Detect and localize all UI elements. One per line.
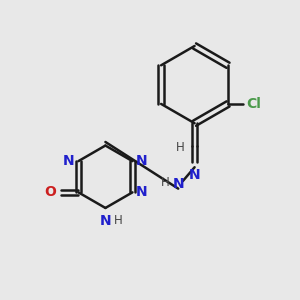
- Text: N: N: [189, 168, 200, 182]
- Text: N: N: [63, 154, 75, 168]
- Text: Cl: Cl: [246, 97, 261, 111]
- Text: H: H: [176, 140, 184, 154]
- Text: N: N: [136, 185, 148, 200]
- Text: N: N: [172, 177, 184, 191]
- Text: N: N: [100, 214, 111, 229]
- Text: O: O: [44, 185, 56, 200]
- Text: H: H: [114, 214, 122, 227]
- Text: N: N: [136, 154, 148, 168]
- Text: H: H: [161, 176, 170, 189]
